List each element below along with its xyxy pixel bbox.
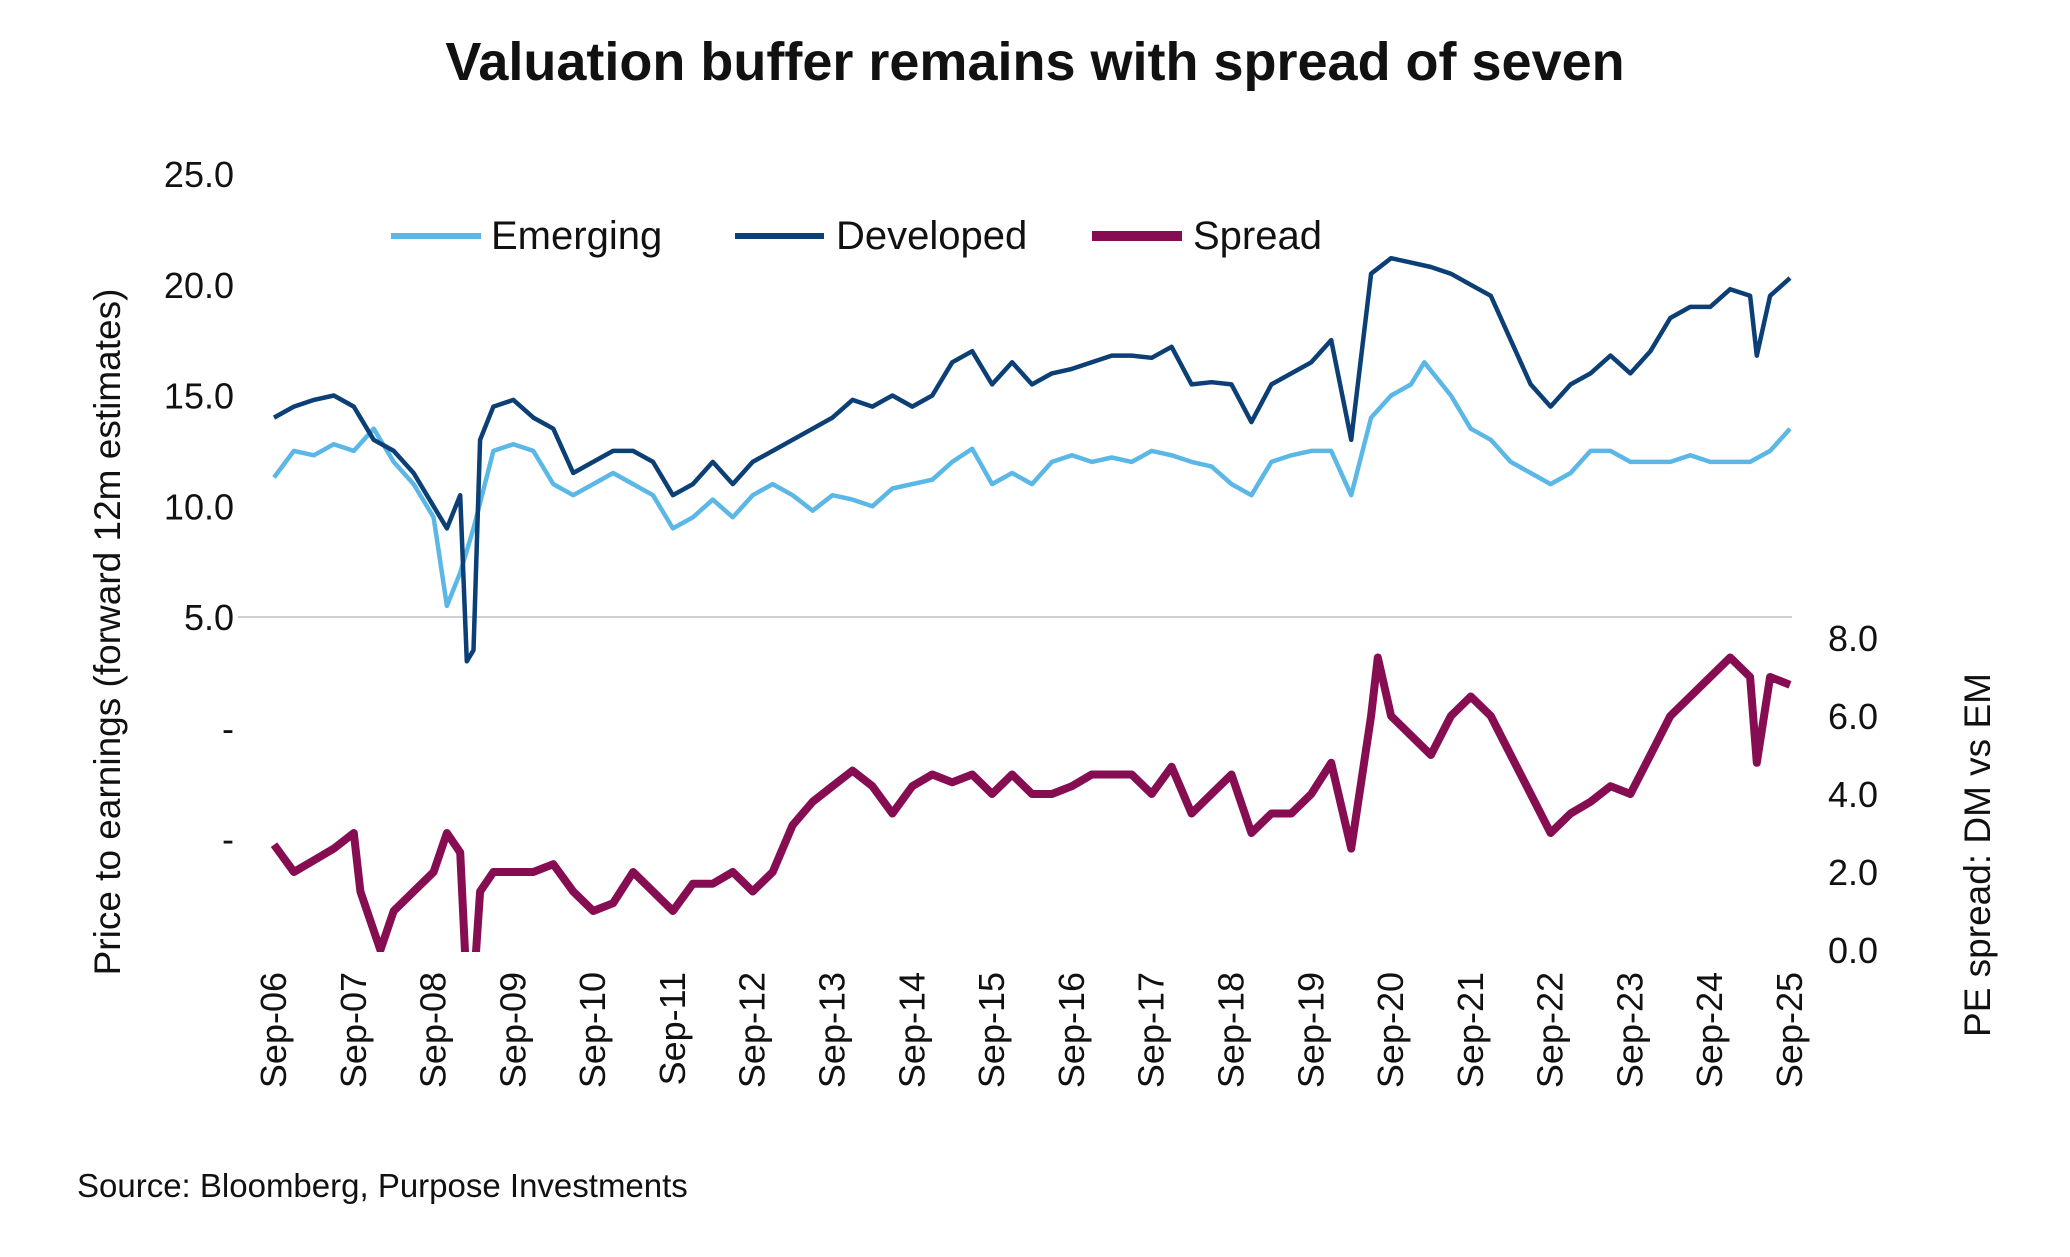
- right-axis-ticks: 8.0 6.0 4.0 2.0 0.0: [1828, 618, 1878, 971]
- x-tick-label: Sep-18: [1210, 972, 1251, 1088]
- right-tick-label: 4.0: [1828, 774, 1878, 815]
- x-tick-label: Sep-16: [1051, 972, 1092, 1088]
- series-line-spread: [270, 653, 1792, 952]
- x-tick-label: Sep-19: [1290, 972, 1331, 1088]
- left-tick-label: 25.0: [164, 154, 234, 195]
- x-tick-label: Sep-12: [732, 972, 773, 1088]
- x-tick-label: Sep-09: [492, 972, 533, 1088]
- left-axis-label: Price to earnings (forward 12m estimates…: [87, 289, 128, 976]
- left-axis-ticks: 25.0 20.0 15.0 10.0 5.0 - -: [164, 154, 234, 860]
- right-axis-label: PE spread: DM vs EM: [1957, 673, 1998, 1037]
- x-tick-label: Sep-13: [812, 972, 853, 1088]
- legend-label-developed: Developed: [836, 214, 1027, 258]
- right-tick-label: 0.0: [1828, 930, 1878, 971]
- x-tick-label: Sep-10: [572, 972, 613, 1088]
- x-tick-label: Sep-23: [1609, 972, 1650, 1088]
- right-tick-label: 2.0: [1828, 852, 1878, 893]
- x-tick-label: Sep-22: [1530, 972, 1571, 1088]
- legend-label-spread: Spread: [1193, 214, 1322, 258]
- left-tick-label: 20.0: [164, 265, 234, 306]
- right-tick-label: 8.0: [1828, 618, 1878, 659]
- x-tick-label: Sep-25: [1769, 972, 1810, 1088]
- left-tick-label: 5.0: [184, 597, 234, 638]
- x-tick-label: Sep-24: [1689, 972, 1730, 1088]
- x-tick-label: Sep-08: [413, 972, 454, 1088]
- x-tick-label: Sep-15: [971, 972, 1012, 1088]
- x-tick-label: Sep-06: [253, 972, 294, 1088]
- x-tick-label: Sep-14: [891, 972, 932, 1088]
- left-tick-label: -: [222, 819, 234, 860]
- x-tick-label: Sep-20: [1370, 972, 1411, 1088]
- left-tick-label: -: [222, 708, 234, 749]
- x-tick-label: Sep-17: [1131, 972, 1172, 1088]
- left-tick-label: 15.0: [164, 376, 234, 417]
- series-lines: [270, 255, 1792, 952]
- x-tick-label: Sep-21: [1450, 972, 1491, 1088]
- chart-title: Valuation buffer remains with spread of …: [445, 32, 1624, 92]
- right-tick-label: 6.0: [1828, 696, 1878, 737]
- series-line-emerging: [272, 360, 1792, 609]
- x-tick-label: Sep-11: [652, 972, 693, 1085]
- series-line-developed: [272, 255, 1792, 664]
- legend-label-emerging: Emerging: [491, 214, 662, 258]
- left-tick-label: 10.0: [164, 486, 234, 527]
- x-tick-label: Sep-07: [333, 972, 374, 1088]
- x-axis-ticks: Sep-06 Sep-07 Sep-08 Sep-09 Sep-10 Sep-11 Sep-…: [253, 972, 1810, 1088]
- legend: Emerging Developed Spread: [391, 214, 1322, 258]
- source-note: Source: Bloomberg, Purpose Investments: [77, 1167, 688, 1204]
